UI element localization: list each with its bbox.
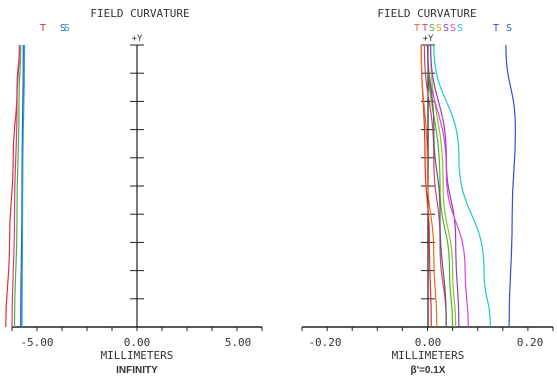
legend-label: S xyxy=(443,23,449,34)
x-tick-label: 0.00 xyxy=(124,336,151,349)
series-line xyxy=(21,44,26,328)
legend-label: S xyxy=(450,23,456,34)
series-line xyxy=(430,44,460,328)
series-line xyxy=(5,44,21,328)
chart-title: FIELD CURVATURE xyxy=(377,7,476,20)
chart-subtitle: INFINITY xyxy=(116,365,158,376)
chart-left: FIELD CURVATURE T SS +Y -5.00 0.00 5.00 M… xyxy=(5,7,263,376)
plot-area xyxy=(301,44,554,331)
legend-label: T xyxy=(40,23,46,34)
legend-label: T xyxy=(414,23,420,34)
series-line xyxy=(20,44,24,328)
x-axis-label: MILLIMETERS xyxy=(101,349,174,362)
y-axis-label: +Y xyxy=(132,34,143,44)
series-line xyxy=(13,44,22,328)
legend-label: S xyxy=(60,23,66,34)
series-line xyxy=(430,44,457,328)
legend-label: S xyxy=(506,23,512,34)
chart-title: FIELD CURVATURE xyxy=(90,7,189,20)
series-line xyxy=(420,44,438,328)
x-axis-label: MILLIMETERS xyxy=(392,349,465,362)
series-line xyxy=(426,44,454,328)
x-tick-label: 0.00 xyxy=(415,336,442,349)
plot-area xyxy=(5,44,263,331)
chart-subtitle: β'=0.1X xyxy=(411,365,446,376)
y-axis-label: +Y xyxy=(423,34,434,44)
legend-label: S xyxy=(457,23,463,34)
series-line xyxy=(433,44,491,328)
series-line xyxy=(426,44,447,328)
x-tick-label: 0.20 xyxy=(517,336,544,349)
legend-label: T xyxy=(493,23,499,34)
series-line xyxy=(426,44,469,328)
x-tick-label: -0.20 xyxy=(308,336,341,349)
x-tick-label: -5.00 xyxy=(20,336,53,349)
legend: T SS xyxy=(40,23,70,34)
x-tick-label: 5.00 xyxy=(225,336,252,349)
legend-label: T xyxy=(422,23,428,34)
series-line xyxy=(11,44,21,328)
series-line xyxy=(505,44,517,328)
legend-label: S xyxy=(429,23,435,34)
legend-label: S xyxy=(436,23,442,34)
series-line xyxy=(423,44,447,328)
legend-label: S xyxy=(64,23,70,34)
